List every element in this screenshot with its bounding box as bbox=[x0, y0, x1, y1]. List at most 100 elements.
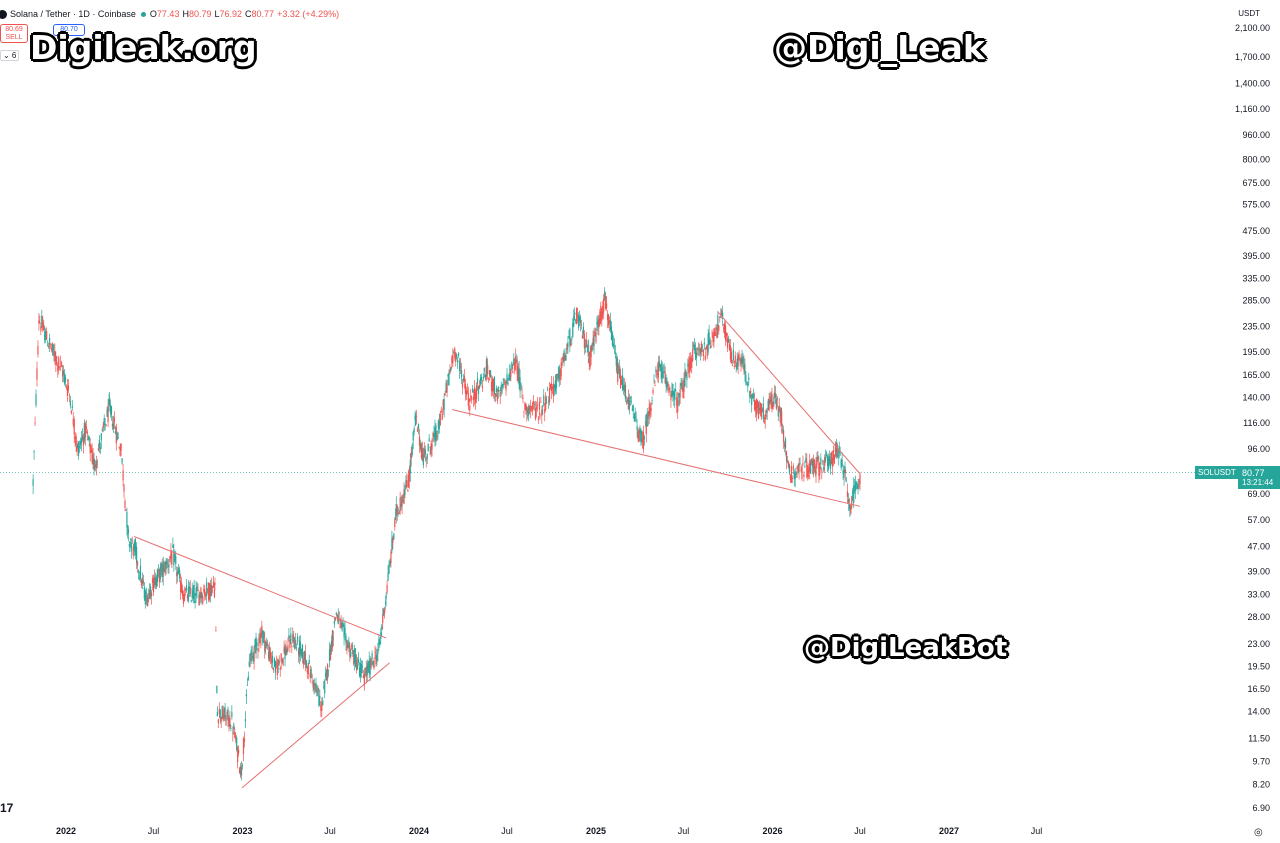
candle-body bbox=[525, 404, 526, 411]
candle-body bbox=[505, 381, 506, 391]
candle-body bbox=[362, 666, 363, 667]
candle-body bbox=[817, 455, 818, 459]
sell-price: 80.69 bbox=[1, 26, 27, 34]
candle-body bbox=[522, 398, 523, 399]
candle-body bbox=[191, 600, 192, 601]
candle-body bbox=[768, 398, 769, 410]
tradingview-logo-icon[interactable]: 17 bbox=[0, 801, 13, 815]
candle-body bbox=[804, 466, 805, 467]
candle-body bbox=[214, 583, 215, 585]
currency-selector[interactable]: USDT bbox=[1238, 9, 1260, 18]
candle-body bbox=[213, 582, 214, 587]
candle-body bbox=[735, 356, 736, 363]
candle-body bbox=[490, 370, 491, 377]
candle-body bbox=[849, 500, 850, 501]
candle-body bbox=[636, 417, 637, 418]
candle-body bbox=[136, 547, 137, 563]
watermark-site: Digileak.org bbox=[30, 28, 257, 67]
candle-body bbox=[373, 660, 374, 668]
scale-settings-icon[interactable]: ◎ bbox=[1254, 827, 1263, 838]
candle-body bbox=[118, 438, 119, 439]
candle-body bbox=[725, 325, 726, 340]
time-axis[interactable]: 2022 Jul 2023 Jul 2024 Jul 2025 Jul 2026 Jul 2027 J… bbox=[56, 826, 1042, 836]
candle-body bbox=[72, 406, 73, 408]
price-tick-label: 395.00 bbox=[1242, 251, 1270, 261]
price-tick-label: 33.00 bbox=[1247, 590, 1270, 600]
candle-body bbox=[821, 470, 822, 471]
watermark-handle: @Digi_Leak bbox=[774, 28, 985, 67]
candle-body bbox=[252, 653, 253, 654]
candle-body bbox=[418, 424, 419, 429]
candle-body bbox=[468, 393, 469, 406]
candle-body bbox=[441, 411, 442, 412]
candle-body bbox=[476, 385, 477, 399]
candle-body bbox=[224, 707, 225, 718]
candle-body bbox=[583, 327, 584, 335]
candle-body bbox=[615, 353, 616, 355]
symbol-legend[interactable]: Solana / Tether · 1D · Coinbase O77.43 H… bbox=[0, 4, 342, 24]
candle-body bbox=[168, 565, 169, 568]
trendline[interactable] bbox=[134, 536, 386, 637]
candle-body bbox=[728, 339, 729, 343]
candle-body bbox=[257, 650, 258, 651]
sell-button[interactable]: 80.69 SELL bbox=[0, 24, 28, 43]
candle-body bbox=[68, 386, 69, 391]
price-axis[interactable]: 2,100.00 1,700.00 1,400.00 1,160.00 960.00 80… bbox=[1235, 23, 1270, 813]
price-tick-label: 285.00 bbox=[1242, 295, 1270, 305]
candle-body bbox=[71, 411, 72, 414]
candle-body bbox=[847, 491, 848, 496]
price-tick-label: 8.20 bbox=[1252, 779, 1270, 789]
candle-body bbox=[246, 694, 247, 697]
candle-body bbox=[511, 362, 512, 369]
candle-body bbox=[546, 402, 547, 403]
candle-body bbox=[488, 379, 489, 380]
candle-body bbox=[114, 418, 115, 423]
candle-body bbox=[125, 510, 126, 511]
candle-body bbox=[469, 405, 470, 410]
price-tick-label: 19.50 bbox=[1247, 661, 1270, 671]
candle-body bbox=[815, 464, 816, 475]
candle-body bbox=[230, 728, 231, 729]
candle-body bbox=[541, 409, 542, 415]
candle-body bbox=[272, 656, 273, 663]
candle-body bbox=[145, 592, 146, 593]
candle-body bbox=[539, 414, 540, 417]
candle-body bbox=[459, 361, 460, 371]
indicators-toggle[interactable]: ⌄ 6 bbox=[0, 50, 19, 61]
candle-body bbox=[394, 519, 395, 527]
time-tick-label: 2027 bbox=[939, 826, 959, 836]
candle-body bbox=[60, 362, 61, 363]
candle-body bbox=[651, 400, 652, 401]
candle-body bbox=[479, 385, 480, 389]
candle-body bbox=[570, 344, 571, 346]
candle-body bbox=[562, 363, 563, 365]
candle-body bbox=[678, 393, 679, 397]
candle-body bbox=[151, 593, 152, 597]
candle-body bbox=[767, 411, 768, 414]
candle-body bbox=[750, 391, 751, 393]
time-tick-label: 2024 bbox=[409, 826, 429, 836]
candle-body bbox=[404, 489, 405, 495]
candle-body bbox=[718, 326, 719, 332]
candle-body bbox=[291, 646, 292, 647]
candle-body bbox=[456, 354, 457, 357]
candle-body bbox=[540, 401, 541, 402]
candle-body bbox=[467, 390, 468, 394]
candle-body bbox=[111, 406, 112, 415]
candle-body bbox=[105, 424, 106, 425]
candle-body bbox=[803, 474, 804, 477]
price-tick-label: 800.00 bbox=[1242, 155, 1270, 165]
candle-body bbox=[845, 470, 846, 473]
candle-body bbox=[288, 635, 289, 638]
candle-body bbox=[677, 399, 678, 412]
last-price-value: 80.77 bbox=[1242, 468, 1280, 478]
candle-body bbox=[719, 317, 720, 318]
candle-body bbox=[386, 585, 387, 592]
price-tick-label: 69.00 bbox=[1247, 489, 1270, 499]
price-tick-label: 23.00 bbox=[1247, 639, 1270, 649]
candle-body bbox=[477, 378, 478, 384]
candle-body bbox=[231, 712, 232, 717]
candle-body bbox=[733, 350, 734, 361]
trendline[interactable] bbox=[718, 312, 860, 474]
